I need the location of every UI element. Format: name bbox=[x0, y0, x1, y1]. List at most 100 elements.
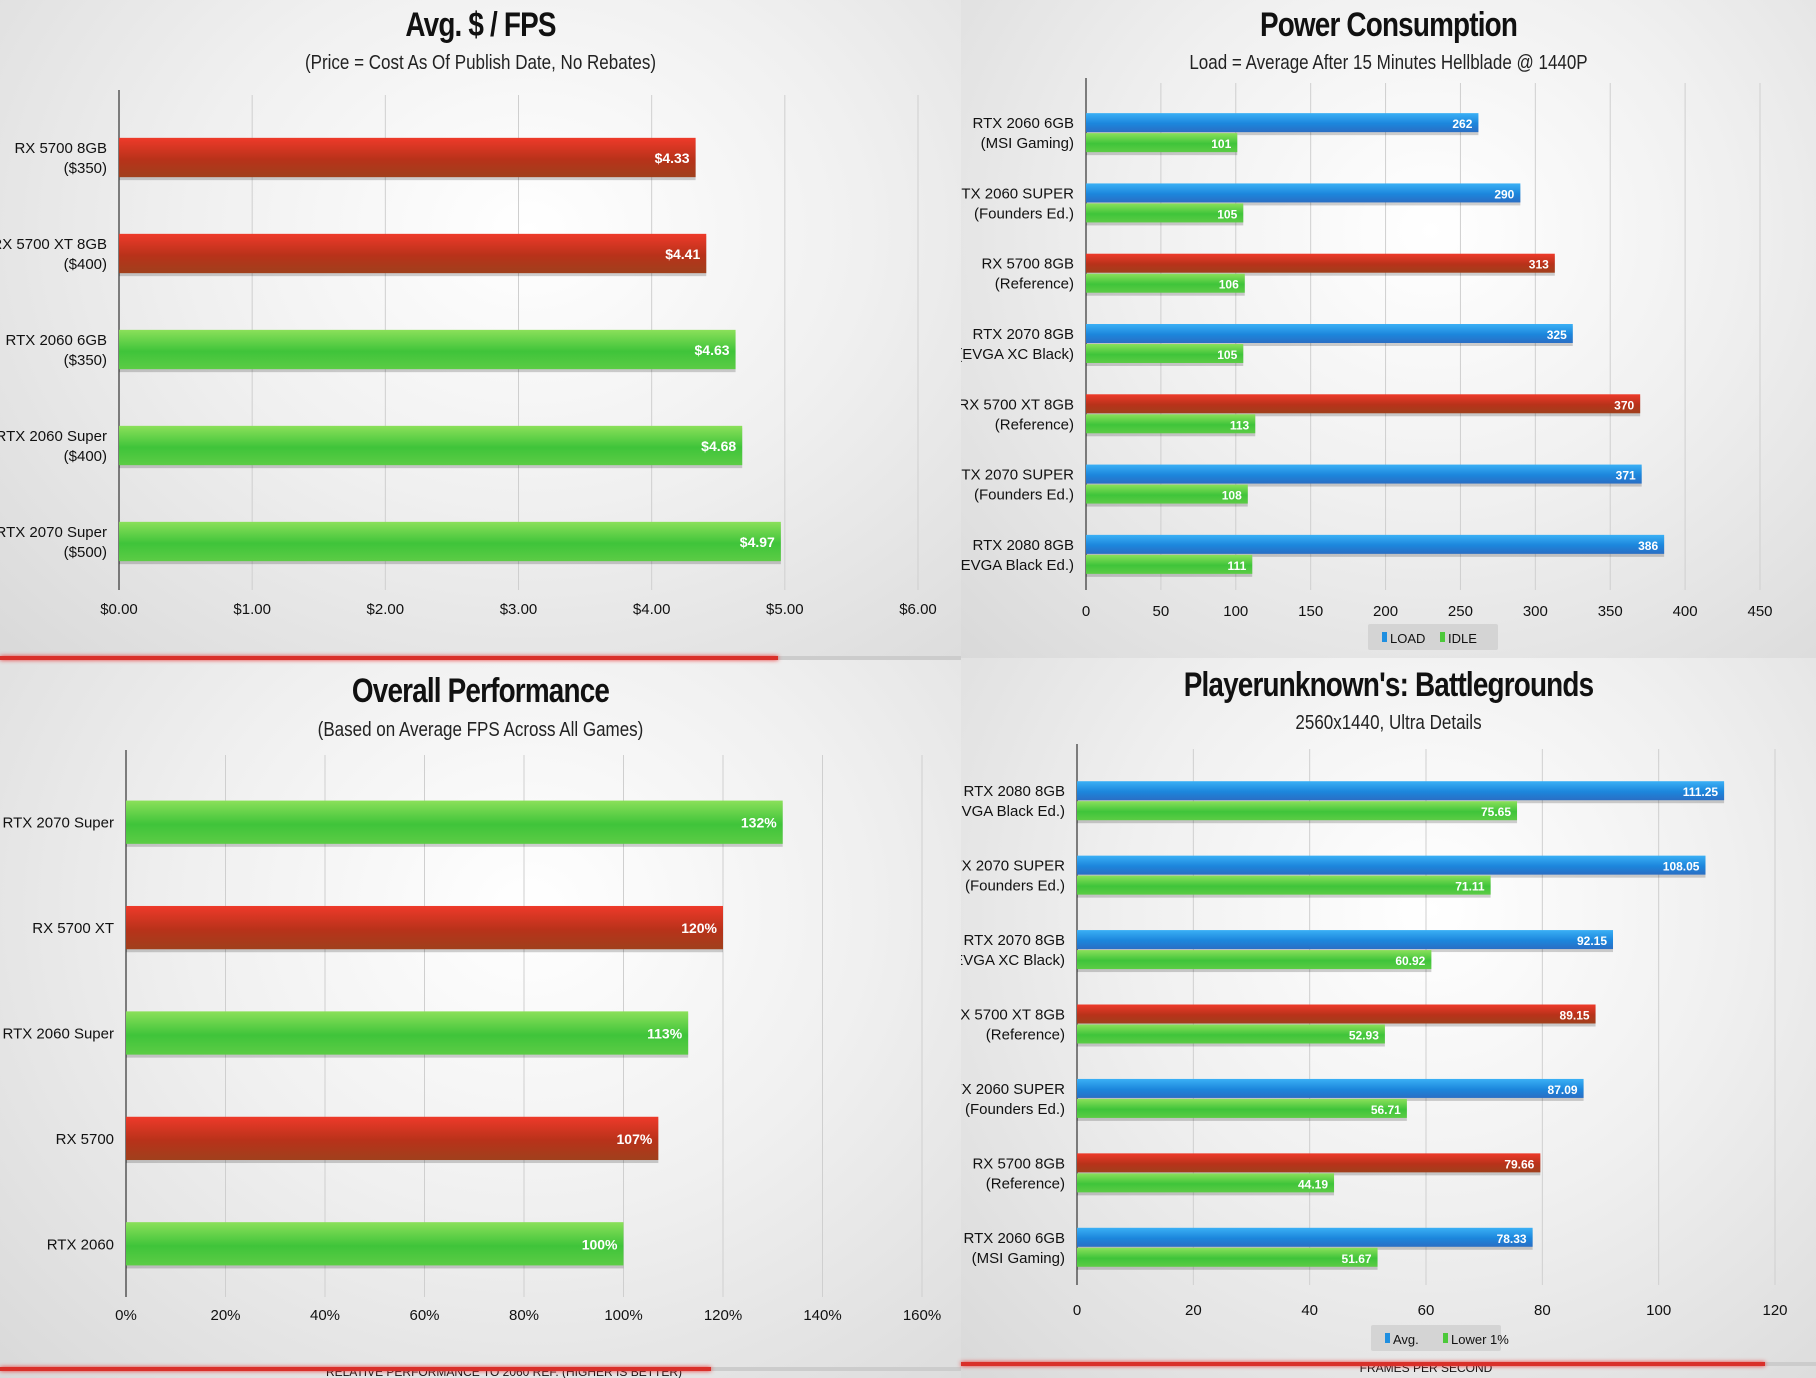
data-label: $4.33 bbox=[655, 150, 690, 166]
category-label: RTX 2060 Super bbox=[3, 1026, 114, 1043]
category-label: (MSI Gaming) bbox=[981, 135, 1074, 152]
legend-swatch bbox=[1443, 1333, 1448, 1343]
data-label: 111.25 bbox=[1683, 785, 1719, 799]
category-label: RX 5700 8GB bbox=[972, 1155, 1065, 1172]
category-label: (Founders Ed.) bbox=[965, 1101, 1065, 1118]
x-tick-label: 140% bbox=[803, 1307, 841, 1324]
chart-subtitle: (Based on Average FPS Across All Games) bbox=[317, 719, 644, 741]
category-label: RX 5700 XT 8GB bbox=[961, 1007, 1065, 1024]
category-label: RTX 2080 8GB bbox=[964, 783, 1065, 800]
bar bbox=[1077, 1098, 1407, 1118]
chart-subtitle: Load = Average After 15 Minutes Hellblad… bbox=[1189, 52, 1588, 74]
x-tick-label: $2.00 bbox=[367, 601, 405, 618]
category-label: (Founders Ed.) bbox=[974, 487, 1074, 504]
data-label: 100% bbox=[582, 1236, 618, 1252]
x-tick-label: 0 bbox=[1073, 1302, 1081, 1319]
bar bbox=[1086, 203, 1244, 223]
x-tick-label: 150 bbox=[1298, 603, 1323, 620]
data-label: 108.05 bbox=[1663, 860, 1700, 874]
x-tick-label: $6.00 bbox=[899, 601, 937, 618]
category-label: RTX 2070 Super bbox=[0, 524, 107, 541]
x-tick-label: 20% bbox=[210, 1307, 240, 1324]
bar bbox=[1086, 554, 1253, 574]
data-label: 87.09 bbox=[1548, 1083, 1578, 1097]
category-label: (Founders Ed.) bbox=[965, 878, 1065, 895]
category-label: RTX 2070 SUPER bbox=[961, 467, 1074, 484]
bar bbox=[119, 137, 696, 178]
video-progress-bar[interactable] bbox=[961, 1362, 1816, 1366]
category-label: RTX 2060 6GB bbox=[973, 115, 1074, 132]
bar bbox=[1086, 534, 1665, 554]
x-tick-label: 20 bbox=[1185, 1302, 1202, 1319]
data-label: 52.93 bbox=[1349, 1029, 1379, 1043]
category-label: ($400) bbox=[64, 448, 107, 465]
bar bbox=[1077, 1004, 1596, 1024]
video-progress-bar[interactable] bbox=[0, 1367, 961, 1371]
bar bbox=[1077, 930, 1614, 950]
chart-panel-power-consumption: Power Consumption Load = Average After 1… bbox=[961, 0, 1816, 658]
bar bbox=[1086, 484, 1248, 504]
category-label: RX 5700 8GB bbox=[14, 140, 107, 157]
category-label: RX 5700 XT 8GB bbox=[961, 396, 1074, 413]
bar bbox=[1086, 273, 1245, 293]
chart-panel-dollar-per-fps: Avg. $ / FPS (Price = Cost As Of Publish… bbox=[0, 0, 961, 658]
category-label: RTX 2070 8GB bbox=[973, 326, 1074, 343]
data-label: 107% bbox=[617, 1131, 653, 1147]
data-label: 51.67 bbox=[1342, 1252, 1372, 1266]
category-label: (MSI Gaming) bbox=[972, 1250, 1065, 1267]
bar bbox=[1086, 394, 1641, 414]
x-tick-label: $3.00 bbox=[500, 601, 538, 618]
bar bbox=[1077, 801, 1518, 821]
bar bbox=[119, 233, 707, 274]
chart-panel-pubg: Playerunknown's: Battlegrounds 2560x1440… bbox=[961, 658, 1816, 1378]
x-tick-label: 300 bbox=[1523, 603, 1548, 620]
x-tick-label: 120% bbox=[704, 1307, 742, 1324]
bar bbox=[126, 1116, 659, 1161]
bar bbox=[1086, 464, 1642, 484]
category-label: RTX 2070 8GB bbox=[964, 932, 1065, 949]
category-label: RX 5700 8GB bbox=[981, 256, 1074, 273]
category-label: (Reference) bbox=[986, 1175, 1065, 1192]
x-tick-label: 0% bbox=[115, 1307, 137, 1324]
bar bbox=[1077, 875, 1491, 895]
bar bbox=[1077, 1024, 1385, 1044]
category-label: RTX 2060 bbox=[47, 1236, 114, 1253]
data-label: 75.65 bbox=[1481, 805, 1511, 819]
data-label: 262 bbox=[1452, 117, 1472, 131]
category-label: RTX 2080 8GB bbox=[973, 537, 1074, 554]
x-tick-label: 250 bbox=[1448, 603, 1473, 620]
data-label: 113 bbox=[1230, 418, 1250, 432]
data-label: 89.15 bbox=[1560, 1009, 1590, 1023]
legend bbox=[1368, 624, 1498, 650]
video-progress-bar[interactable] bbox=[0, 656, 961, 660]
bar bbox=[1077, 1153, 1541, 1173]
category-label: RX 5700 XT 8GB bbox=[0, 236, 107, 253]
data-label: 313 bbox=[1529, 258, 1549, 272]
bar bbox=[1077, 950, 1432, 970]
bar bbox=[126, 1011, 689, 1055]
category-label: ($350) bbox=[64, 352, 107, 369]
bar bbox=[1086, 113, 1479, 133]
data-label: 106 bbox=[1219, 278, 1239, 292]
chart-title: Avg. $ / FPS bbox=[405, 6, 556, 44]
x-tick-label: 100% bbox=[604, 1307, 642, 1324]
x-tick-label: 50 bbox=[1153, 603, 1170, 620]
data-label: 105 bbox=[1217, 207, 1237, 221]
data-label: 370 bbox=[1614, 398, 1634, 412]
data-label: 56.71 bbox=[1371, 1103, 1401, 1117]
chart-subtitle: 2560x1440, Ultra Details bbox=[1295, 712, 1482, 734]
bar bbox=[1077, 855, 1706, 875]
category-label: RTX 2060 Super bbox=[0, 428, 107, 445]
bar bbox=[1077, 1078, 1584, 1098]
category-label: RTX 2070 SUPER bbox=[961, 858, 1065, 875]
data-label: 92.15 bbox=[1577, 934, 1607, 948]
legend-label: Avg. bbox=[1393, 1332, 1419, 1347]
data-label: 120% bbox=[681, 920, 717, 936]
category-label: ($350) bbox=[64, 160, 107, 177]
x-tick-label: 0 bbox=[1082, 603, 1090, 620]
bar bbox=[126, 905, 723, 950]
legend-swatch bbox=[1385, 1333, 1390, 1343]
legend-swatch bbox=[1440, 632, 1445, 642]
chart-title: Playerunknown's: Battlegrounds bbox=[1183, 666, 1594, 704]
data-label: 108 bbox=[1222, 489, 1242, 503]
